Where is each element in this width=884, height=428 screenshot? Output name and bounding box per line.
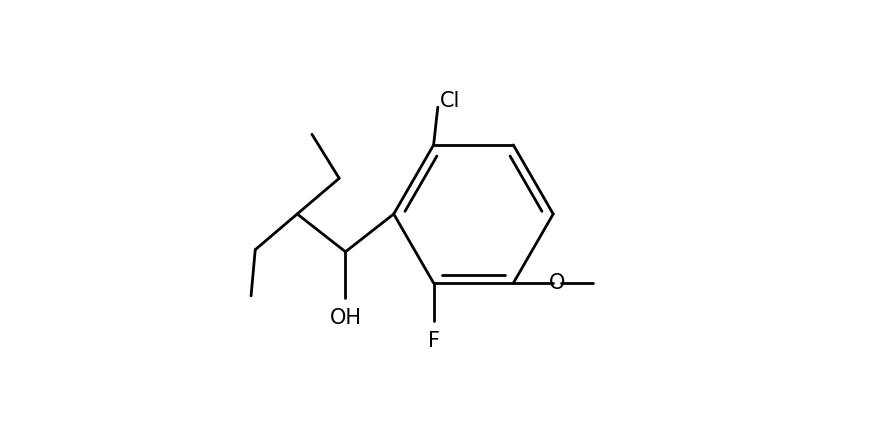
Text: F: F <box>428 331 439 351</box>
Text: Cl: Cl <box>440 91 461 111</box>
Text: O: O <box>548 273 565 293</box>
Text: OH: OH <box>330 309 362 328</box>
